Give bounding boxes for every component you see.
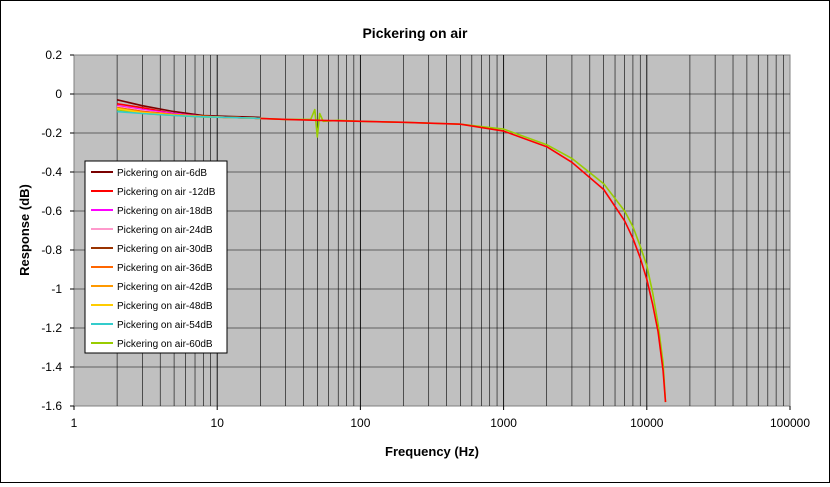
- y-tick-label: -0.2: [41, 126, 62, 140]
- chart-title: Pickering on air: [362, 25, 468, 41]
- legend: Pickering on air-6dB Pickering on air -12…: [84, 160, 228, 354]
- legend-entry: Pickering on air -12dB: [117, 187, 216, 198]
- legend-entry: Pickering on air-60dB: [117, 339, 213, 350]
- x-tick-label: 100: [350, 416, 370, 430]
- legend-entry: Pickering on air-48dB: [117, 301, 213, 312]
- x-axis-ticks: 1 10 100 1000 10000 100000: [71, 406, 810, 430]
- legend-entry: Pickering on air-54dB: [117, 320, 213, 331]
- y-tick-label: -0.6: [41, 204, 62, 218]
- x-tick-label: 1000: [490, 416, 517, 430]
- x-tick-label: 10: [211, 416, 225, 430]
- legend-entry: Pickering on air-30dB: [117, 244, 213, 255]
- x-tick-label: 10000: [630, 416, 664, 430]
- series-line: [117, 110, 261, 120]
- x-axis-label: Frequency (Hz): [385, 444, 479, 459]
- legend-entry: Pickering on air-36dB: [117, 263, 213, 274]
- y-axis-ticks: 0.2 0 -0.2 -0.4 -0.6 -0.8 -1 -1.2 -1.4 -1.6: [41, 48, 74, 413]
- y-tick-label: -0.8: [41, 243, 62, 257]
- y-tick-label: 0: [55, 87, 62, 101]
- legend-entry: Pickering on air-18dB: [117, 206, 213, 217]
- x-tick-label: 100000: [770, 416, 810, 430]
- series-line: [116, 99, 261, 119]
- legend-entry: Pickering on air-24dB: [117, 225, 213, 236]
- y-axis-label: Response (dB): [17, 184, 32, 276]
- x-tick-label: 1: [71, 416, 78, 430]
- y-tick-label: -1.6: [41, 399, 62, 413]
- y-tick-label: -1: [51, 282, 62, 296]
- y-tick-label: -1.4: [41, 360, 62, 374]
- legend-box: [84, 160, 228, 354]
- y-tick-label: 0.2: [45, 48, 62, 62]
- y-tick-label: -0.4: [41, 165, 62, 179]
- y-tick-label: -1.2: [41, 321, 62, 335]
- legend-entry: Pickering on air-42dB: [117, 282, 213, 293]
- legend-entry: Pickering on air-6dB: [117, 168, 207, 179]
- series-lines: [116, 99, 667, 403]
